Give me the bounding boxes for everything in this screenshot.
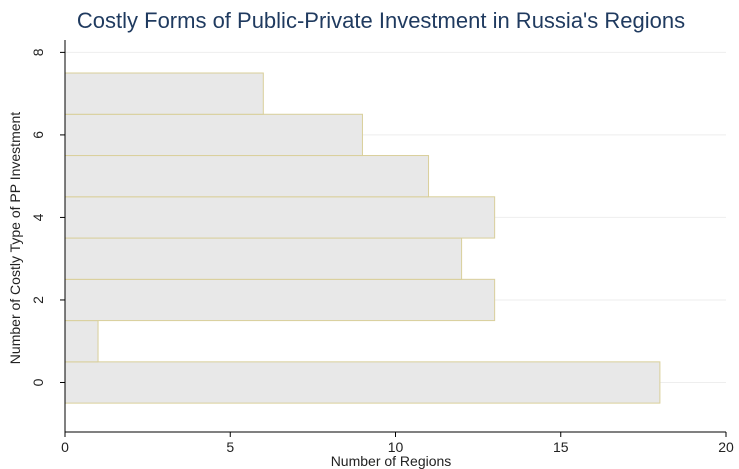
bar	[64, 237, 463, 280]
y-axis-label: Number of Costly Type of PP Investment	[7, 112, 23, 364]
bar	[64, 361, 661, 404]
x-axis-label: Number of Regions	[331, 453, 452, 469]
y-tick-label: 0	[30, 378, 46, 386]
bar	[64, 196, 496, 239]
y-axis-ticks: 0 2 4 6 8	[30, 48, 65, 386]
x-tick-label: 15	[553, 439, 569, 455]
bar	[64, 278, 496, 322]
bars	[64, 72, 661, 404]
chart-title: Costly Forms of Public-Private Investmen…	[77, 8, 685, 33]
x-axis-ticks: 0 5 10 15 20	[61, 432, 734, 455]
bar	[64, 72, 264, 115]
x-tick-label: 5	[226, 439, 234, 455]
bar	[64, 113, 363, 157]
y-tick-label: 2	[30, 296, 46, 304]
y-tick-label: 4	[30, 213, 46, 221]
x-tick-label: 20	[718, 439, 734, 455]
x-tick-label: 0	[61, 439, 69, 455]
bar	[64, 155, 430, 198]
x-tick-label: 10	[388, 439, 404, 455]
y-tick-label: 6	[30, 131, 46, 139]
y-tick-label: 8	[30, 48, 46, 56]
bar	[64, 320, 99, 363]
